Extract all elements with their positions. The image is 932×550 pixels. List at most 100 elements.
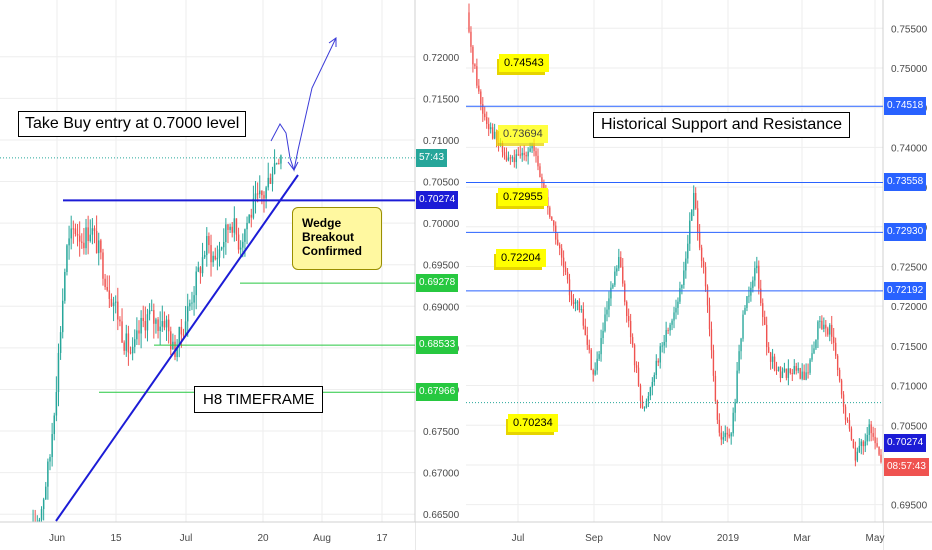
candle-body bbox=[271, 173, 274, 184]
candle-body bbox=[53, 415, 55, 435]
price-tag: 0.67966 bbox=[416, 383, 459, 402]
candle-body bbox=[547, 197, 549, 208]
candle-body bbox=[643, 407, 646, 409]
candle-body bbox=[199, 267, 202, 274]
candle-body bbox=[789, 368, 792, 374]
candle-body bbox=[669, 324, 671, 331]
candle-body bbox=[153, 310, 155, 324]
candle-body bbox=[523, 152, 525, 155]
right-chart-panel[interactable]: 0.755000.750000.745000.740000.735000.730… bbox=[466, 0, 932, 550]
candle-body bbox=[722, 437, 724, 440]
price-tag: 0.72930 bbox=[884, 223, 927, 242]
candle-body bbox=[100, 240, 102, 253]
candle-body bbox=[269, 177, 272, 184]
candle-body bbox=[726, 432, 728, 435]
price-tick-label: 0.67000 bbox=[423, 469, 460, 480]
candle-body bbox=[66, 245, 68, 272]
candle-body bbox=[840, 380, 843, 395]
candle-body bbox=[521, 152, 523, 156]
candle-body bbox=[210, 245, 212, 263]
candle-body bbox=[653, 374, 655, 382]
candle-body bbox=[231, 226, 233, 233]
price-tag: 0.74518 bbox=[884, 97, 927, 116]
time-tick-label: Mar bbox=[793, 533, 811, 544]
level-label: 0.72204 bbox=[496, 249, 546, 267]
candle-body bbox=[710, 329, 713, 351]
candle-body bbox=[64, 271, 66, 301]
price-tag: 08:57:43 bbox=[884, 457, 929, 476]
price-tick-label: 0.72500 bbox=[891, 262, 928, 273]
candle-body bbox=[781, 371, 784, 378]
candle-body bbox=[531, 144, 533, 149]
candle-body bbox=[146, 314, 149, 331]
candle-body bbox=[55, 391, 58, 416]
right-chart-canvas[interactable]: 0.755000.750000.745000.740000.735000.730… bbox=[466, 0, 932, 550]
candle-body bbox=[129, 352, 132, 354]
price-tick-label: 0.75000 bbox=[891, 64, 928, 75]
candle-body bbox=[817, 321, 819, 340]
candle-body bbox=[182, 334, 185, 336]
candle-body bbox=[68, 238, 70, 246]
candle-body bbox=[254, 193, 257, 199]
candle-body bbox=[535, 151, 537, 156]
candle-body bbox=[131, 346, 134, 354]
left-chart-panel[interactable]: 0.72000 0.71500 0.71000 0.70500 0.70000 0.695… bbox=[0, 0, 466, 550]
candle-body bbox=[248, 214, 250, 223]
candle-body bbox=[93, 228, 96, 231]
candle-body bbox=[40, 509, 43, 520]
left-chart-canvas[interactable]: 0.72000 0.71500 0.71000 0.70500 0.70000 0.695… bbox=[0, 0, 466, 550]
candle-body bbox=[649, 387, 652, 397]
candle-body bbox=[706, 286, 709, 306]
candle-body bbox=[76, 233, 79, 236]
candle-body bbox=[815, 339, 817, 349]
candle-body bbox=[57, 352, 60, 392]
candle-body bbox=[121, 321, 123, 343]
candle-body bbox=[551, 217, 553, 221]
candle-body bbox=[673, 312, 675, 321]
candle-body bbox=[227, 224, 229, 230]
candle-body bbox=[557, 239, 559, 245]
candle-body bbox=[553, 220, 555, 226]
candle-body bbox=[509, 157, 512, 159]
candle-body bbox=[212, 255, 214, 263]
candle-body bbox=[795, 366, 797, 371]
candle-body bbox=[246, 222, 248, 230]
candle-body bbox=[503, 152, 506, 156]
time-tick-label: Jul bbox=[512, 533, 525, 544]
candle-body bbox=[513, 157, 516, 163]
candle-body bbox=[647, 396, 650, 401]
price-tick-label: 0.72000 bbox=[891, 302, 928, 313]
candle-body bbox=[777, 366, 780, 371]
candle-body bbox=[762, 303, 764, 318]
candle-body bbox=[529, 148, 531, 152]
price-tick-label: 0.66500 bbox=[423, 510, 460, 521]
candle-body bbox=[695, 192, 697, 209]
candle-body bbox=[803, 371, 805, 380]
candle-body bbox=[184, 321, 187, 336]
candle-body bbox=[235, 218, 238, 235]
candle-body bbox=[470, 31, 472, 47]
candle-body bbox=[844, 406, 847, 420]
candle-body bbox=[144, 321, 147, 331]
candle-body bbox=[170, 331, 172, 350]
wedge-breakout-callout: Wedge Breakout Confirmed bbox=[292, 207, 382, 270]
candle-body bbox=[616, 268, 618, 272]
time-tick-label: 20 bbox=[257, 533, 269, 544]
candle-body bbox=[83, 242, 85, 249]
candle-body bbox=[273, 163, 276, 174]
price-tick-label: 0.69500 bbox=[891, 501, 928, 512]
candle-body bbox=[558, 244, 561, 249]
candle-body bbox=[813, 348, 815, 354]
time-tick-label: 2019 bbox=[717, 533, 740, 544]
candle-body bbox=[237, 234, 240, 250]
candle-body bbox=[752, 280, 754, 288]
candle-body bbox=[97, 240, 100, 254]
candle-body bbox=[134, 339, 136, 347]
candle-body bbox=[229, 226, 231, 230]
candle-body bbox=[580, 309, 583, 311]
candle-body bbox=[624, 283, 626, 302]
candle-body bbox=[756, 265, 758, 269]
candle-body bbox=[259, 190, 261, 195]
arrow-head bbox=[328, 37, 337, 47]
candle-body bbox=[267, 177, 269, 188]
